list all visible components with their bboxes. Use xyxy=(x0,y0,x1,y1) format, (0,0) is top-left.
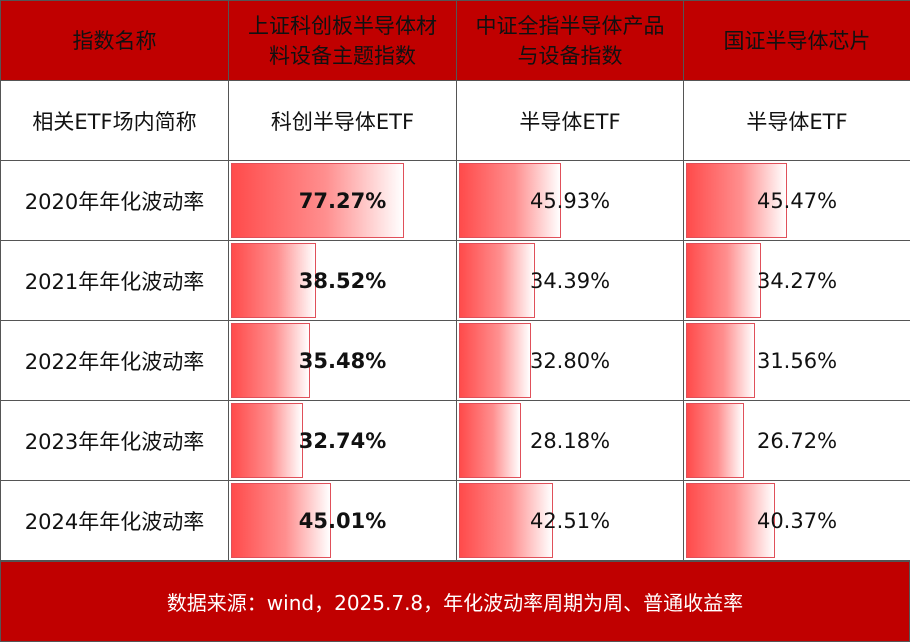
volatility-cell: 34.39% xyxy=(456,240,684,321)
volatility-cell: 77.27% xyxy=(228,160,457,241)
etf-name-cell: 半导体ETF xyxy=(456,80,684,161)
volatility-value: 28.18% xyxy=(529,428,611,453)
header-label: 指数名称 xyxy=(0,0,229,81)
volatility-databar xyxy=(231,243,317,318)
volatility-databar xyxy=(459,163,561,238)
volatility-row: 2020年年化波动率 77.27% 45.93% 45.47% xyxy=(0,160,910,241)
header-col-guozheng: 国证半导体芯片 xyxy=(683,0,910,81)
volatility-row: 2021年年化波动率 38.52% 34.39% 34.27% xyxy=(0,240,910,321)
header-col-kechuang: 上证科创板半导体材料设备主题指数 xyxy=(228,0,457,81)
row-label: 2020年年化波动率 xyxy=(0,160,229,241)
volatility-databar xyxy=(231,483,332,558)
volatility-value: 45.47% xyxy=(756,188,838,213)
volatility-databar xyxy=(231,403,304,478)
volatility-row: 2024年年化波动率 45.01% 42.51% 40.37% xyxy=(0,480,910,561)
etf-name-cell: 科创半导体ETF xyxy=(228,80,457,161)
volatility-value: 26.72% xyxy=(756,428,838,453)
data-source-footer: 数据来源：wind，2025.7.8，年化波动率周期为周、普通收益率 xyxy=(0,561,910,642)
volatility-cell: 45.47% xyxy=(683,160,910,241)
volatility-databar xyxy=(459,323,532,398)
header-col-zhongzheng: 中证全指半导体产品与设备指数 xyxy=(456,0,684,81)
volatility-table: 指数名称 上证科创板半导体材料设备主题指数 中证全指半导体产品与设备指数 国证半… xyxy=(0,0,910,561)
row-label: 2024年年化波动率 xyxy=(0,480,229,561)
volatility-cell: 32.80% xyxy=(456,320,684,401)
volatility-value: 34.39% xyxy=(529,268,611,293)
volatility-cell: 40.37% xyxy=(683,480,910,561)
volatility-databar xyxy=(686,163,787,238)
volatility-databar xyxy=(459,403,521,478)
volatility-databar xyxy=(231,163,405,238)
volatility-value: 45.01% xyxy=(298,508,387,533)
volatility-value: 32.80% xyxy=(529,348,611,373)
row-label: 2021年年化波动率 xyxy=(0,240,229,321)
volatility-value: 40.37% xyxy=(756,508,838,533)
volatility-cell: 45.01% xyxy=(228,480,457,561)
volatility-databar xyxy=(686,323,756,398)
row-label: 2023年年化波动率 xyxy=(0,400,229,481)
volatility-cell: 28.18% xyxy=(456,400,684,481)
volatility-value: 32.74% xyxy=(298,428,387,453)
header-row: 指数名称 上证科创板半导体材料设备主题指数 中证全指半导体产品与设备指数 国证半… xyxy=(0,0,910,81)
volatility-databar xyxy=(686,403,745,478)
volatility-row: 2022年年化波动率 35.48% 32.80% 31.56% xyxy=(0,320,910,401)
volatility-databar xyxy=(231,323,310,398)
volatility-cell: 38.52% xyxy=(228,240,457,321)
volatility-cell: 32.74% xyxy=(228,400,457,481)
volatility-cell: 26.72% xyxy=(683,400,910,481)
volatility-value: 34.27% xyxy=(756,268,838,293)
volatility-databar xyxy=(459,243,535,318)
volatility-value: 42.51% xyxy=(529,508,611,533)
volatility-cell: 35.48% xyxy=(228,320,457,401)
volatility-row: 2023年年化波动率 32.74% 28.18% 26.72% xyxy=(0,400,910,481)
volatility-value: 31.56% xyxy=(756,348,838,373)
volatility-cell: 34.27% xyxy=(683,240,910,321)
volatility-value: 77.27% xyxy=(298,188,387,213)
etf-row: 相关ETF场内简称 科创半导体ETF 半导体ETF 半导体ETF xyxy=(0,80,910,161)
volatility-databar xyxy=(459,483,554,558)
volatility-value: 38.52% xyxy=(298,268,387,293)
volatility-databar xyxy=(686,243,762,318)
volatility-value: 45.93% xyxy=(529,188,611,213)
volatility-cell: 45.93% xyxy=(456,160,684,241)
row-label: 2022年年化波动率 xyxy=(0,320,229,401)
volatility-cell: 42.51% xyxy=(456,480,684,561)
volatility-value: 35.48% xyxy=(298,348,387,373)
volatility-cell: 31.56% xyxy=(683,320,910,401)
volatility-databar xyxy=(686,483,776,558)
etf-row-label: 相关ETF场内简称 xyxy=(0,80,229,161)
etf-name-cell: 半导体ETF xyxy=(683,80,910,161)
